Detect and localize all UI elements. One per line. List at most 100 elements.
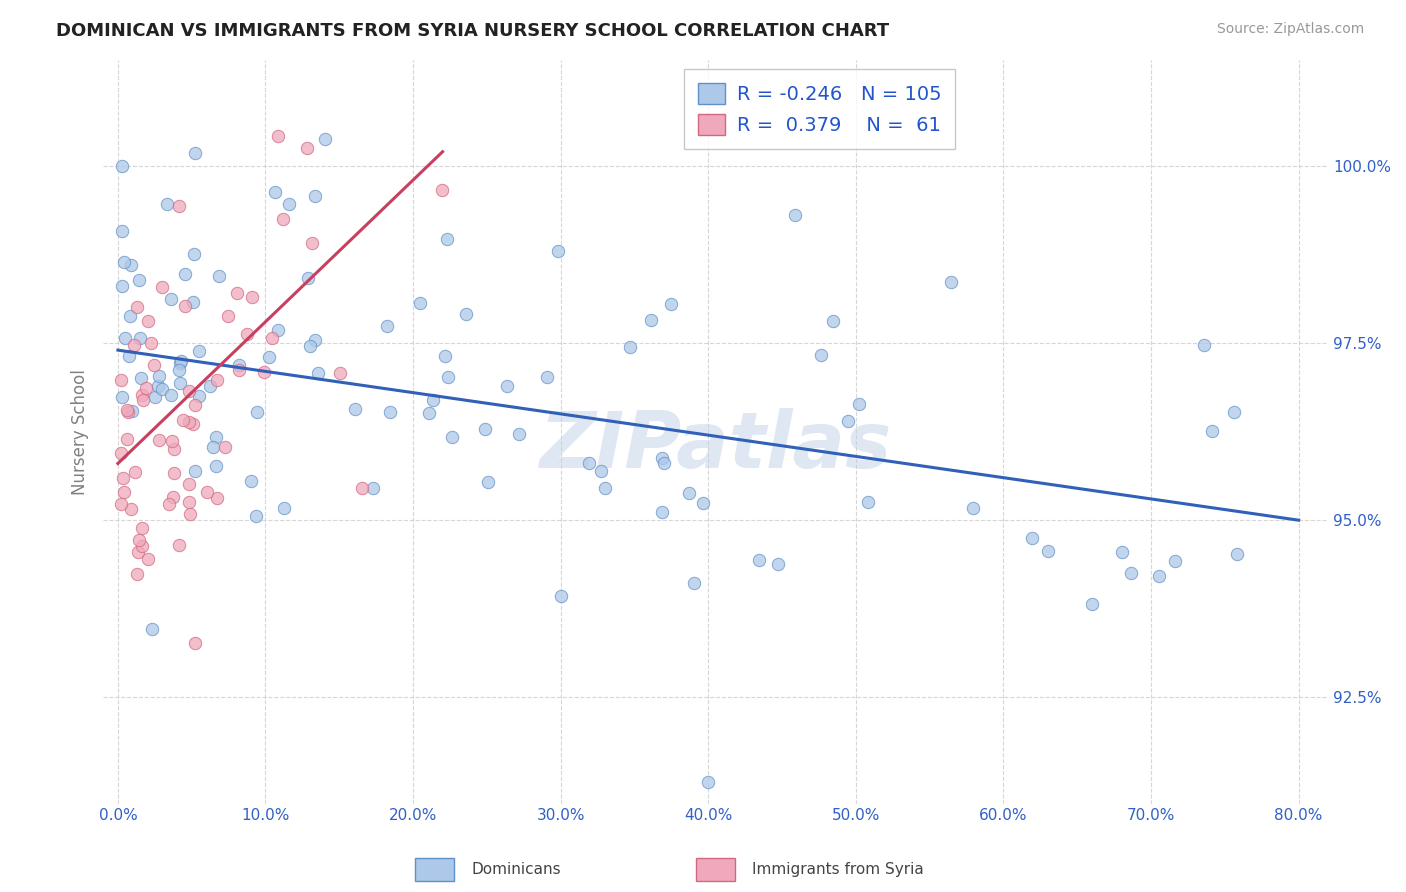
Point (228, 358, 250, 372)
Point (477, 475, 499, 489)
Point (1119, 566, 1142, 580)
Text: Source: ZipAtlas.com: Source: ZipAtlas.com (1216, 22, 1364, 37)
Point (536, 369, 558, 384)
Point (273, 501, 295, 516)
Point (111, 160, 134, 174)
Point (640, 313, 662, 327)
Point (129, 331, 152, 345)
Point (245, 509, 267, 524)
Point (181, 417, 204, 431)
Point (298, 339, 321, 353)
Text: Dominicans: Dominicans (471, 863, 561, 877)
Point (121, 404, 143, 418)
Point (235, 326, 257, 341)
Point (188, 389, 211, 403)
Point (343, 401, 366, 416)
Point (217, 309, 239, 323)
Point (271, 212, 294, 227)
Point (124, 337, 146, 351)
Point (120, 259, 142, 273)
Point (115, 432, 138, 446)
Point (128, 273, 150, 287)
Point (136, 552, 159, 566)
Point (143, 391, 166, 405)
Point (748, 553, 770, 567)
Point (110, 373, 132, 387)
Point (474, 422, 496, 436)
Point (436, 232, 458, 246)
Point (148, 433, 170, 447)
Point (848, 397, 870, 411)
Point (195, 485, 218, 500)
Point (783, 208, 806, 222)
Point (1201, 424, 1223, 438)
Point (1226, 547, 1249, 561)
Point (141, 336, 163, 351)
Point (837, 414, 859, 428)
Point (132, 392, 155, 407)
Point (225, 285, 247, 300)
Point (177, 415, 200, 429)
Point (111, 278, 134, 293)
Point (651, 505, 673, 519)
Point (172, 413, 194, 427)
Point (962, 501, 984, 516)
Point (547, 244, 569, 258)
Point (177, 476, 200, 491)
Point (1147, 569, 1170, 583)
Point (118, 349, 141, 363)
Y-axis label: Nursery School: Nursery School (72, 368, 89, 494)
Point (263, 185, 285, 199)
Legend: R = -0.246   N = 105, R =  0.379    N =  61: R = -0.246 N = 105, R = 0.379 N = 61 (685, 70, 955, 149)
Point (304, 189, 326, 203)
Point (651, 450, 673, 465)
Point (240, 475, 263, 489)
Point (246, 405, 269, 419)
Point (163, 466, 186, 480)
Point (508, 426, 530, 441)
Point (124, 466, 146, 480)
Point (111, 390, 134, 404)
Point (152, 280, 174, 294)
Point (131, 388, 153, 402)
Point (205, 458, 228, 473)
Point (422, 393, 444, 408)
Point (619, 340, 641, 354)
Point (110, 497, 132, 511)
Point (593, 481, 616, 495)
Point (228, 363, 250, 377)
Point (184, 146, 207, 161)
Point (253, 366, 276, 380)
Point (1021, 532, 1043, 546)
Text: Immigrants from Syria: Immigrants from Syria (752, 863, 924, 877)
Point (115, 403, 138, 417)
Point (277, 197, 299, 211)
Point (146, 379, 169, 393)
Point (131, 539, 153, 553)
Point (591, 464, 613, 478)
Point (440, 430, 463, 444)
Point (1036, 544, 1059, 558)
Point (375, 318, 398, 333)
Point (678, 486, 700, 500)
Point (118, 309, 141, 323)
Point (160, 434, 183, 449)
Point (304, 333, 326, 347)
Point (259, 350, 281, 364)
Point (1111, 545, 1133, 559)
Point (141, 623, 163, 637)
Point (114, 331, 136, 345)
Point (111, 224, 134, 238)
Point (131, 521, 153, 535)
Point (170, 354, 193, 368)
Point (297, 270, 319, 285)
Point (184, 636, 207, 650)
Point (352, 481, 374, 495)
Point (177, 384, 200, 398)
Point (173, 267, 195, 281)
Point (314, 132, 336, 146)
Point (150, 382, 173, 396)
Point (169, 356, 191, 370)
Point (267, 129, 290, 144)
Point (433, 349, 456, 363)
